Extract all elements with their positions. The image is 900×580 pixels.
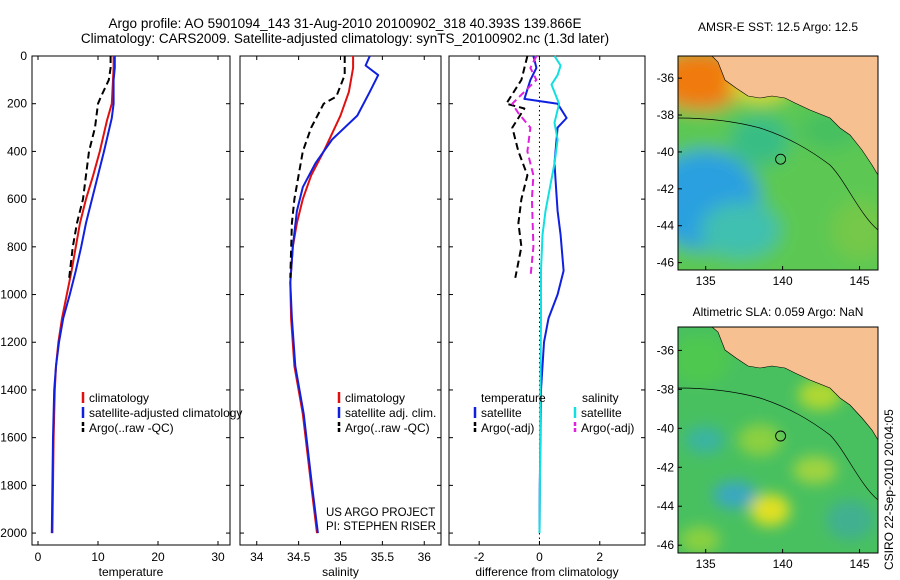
series-line-argo-raw-qc- (68, 56, 112, 278)
y-tick-label: 600 (7, 192, 27, 206)
y-tick-label: 1600 (0, 431, 27, 445)
plot-frame (31, 55, 231, 546)
legend-label: satellite adj. clim. (345, 406, 436, 420)
x-tick-label: 36 (418, 550, 432, 564)
y-tick-label: 1400 (0, 383, 27, 397)
sst-map (678, 56, 878, 270)
legend-heading: temperature (481, 391, 546, 405)
pi-annotation: PI: STEPHEN RISER (326, 521, 436, 533)
x-tick-label: 2 (596, 550, 603, 564)
series-line-satellite (538, 55, 562, 534)
map-y-tick-label: -38 (657, 108, 675, 122)
map-x-tick-label: 135 (696, 274, 716, 288)
y-tick-label: 800 (7, 240, 27, 254)
y-tick-label: 1800 (0, 478, 27, 492)
project-annotation: US ARGO PROJECT (326, 507, 435, 519)
x-tick-label: -2 (474, 550, 485, 564)
x-axis-label: salinity (322, 565, 359, 579)
map-y-tick-label: -40 (657, 421, 675, 435)
map-x-tick-label: 135 (696, 557, 716, 571)
legend-label: satellite-adjusted climatology (89, 406, 242, 420)
map-axes-1: 135 140 145 -36 -38 -40 -42 -44 -46 (657, 71, 870, 288)
map-y-tick-label: -44 (657, 499, 675, 513)
map-y-tick-label: -36 (657, 343, 675, 357)
x-tick-label: 34 (250, 550, 264, 564)
x-tick-label: 35 (334, 550, 348, 564)
x-tick-label: 35.5 (371, 550, 395, 564)
map1-title: AMSR-E SST: 12.5 Argo: 12.5 (698, 20, 858, 34)
legend-label: Argo(-adj) (481, 421, 534, 435)
x-tick-label: 20 (151, 550, 165, 564)
side-timestamp: CSIRO 22-Sep-2010 20:04:05 (882, 409, 896, 570)
series-line-argo-adj- (511, 55, 538, 278)
legend-label: Argo(..raw -QC) (345, 421, 430, 435)
y-tick-label: 400 (7, 144, 27, 158)
x-tick-label: 0 (536, 550, 543, 564)
legend-difference: temperaturesatelliteArgo(-adj)salinitysa… (473, 391, 634, 435)
map-y-tick-label: -40 (657, 145, 675, 159)
x-tick-label: 0 (35, 550, 42, 564)
legend-heading: salinity (582, 391, 619, 405)
y-tick-label: 2000 (0, 526, 27, 540)
x-axis-label: difference from climatology (475, 565, 618, 579)
map-y-tick-label: -46 (657, 256, 675, 270)
series-line-satellite-adj-clim- (289, 55, 380, 534)
x-axis-label: temperature (99, 565, 164, 579)
series-line-satellite-adjusted-climatology (50, 56, 116, 534)
header-line2: Climatology: CARS2009. Satellite-adjuste… (81, 31, 609, 46)
sla-map (678, 327, 878, 553)
map-x-tick-label: 145 (850, 557, 870, 571)
map-y-tick-label: -36 (657, 71, 675, 85)
map-y-tick-label: -46 (657, 538, 675, 552)
plot-frame (239, 55, 442, 546)
argo-position-marker (775, 430, 787, 442)
map-x-tick-label: 140 (773, 274, 793, 288)
x-tick-label: 10 (91, 550, 105, 564)
series-line-argo-raw-qc- (289, 56, 346, 278)
x-tick-label: 30 (211, 550, 225, 564)
y-tick-label: 200 (7, 97, 27, 111)
series-line-argo-adj- (505, 55, 529, 278)
legend-label: Argo(-adj) (581, 421, 634, 435)
map-x-tick-label: 140 (773, 557, 793, 571)
legend-label: Argo(..raw -QC) (89, 421, 174, 435)
header-line1: Argo profile: AO 5901094_143 31-Aug-2010… (109, 16, 582, 31)
map-y-tick-label: -42 (657, 460, 675, 474)
y-tick-label: 1200 (0, 335, 27, 349)
y-tick-label: 0 (20, 49, 27, 63)
map2-title: Altimetric SLA: 0.059 Argo: NaN (693, 305, 864, 319)
profile-panel-1: 0 10 20 30 temperature 0 200 400 600 800 1000 1200 1… (0, 49, 231, 579)
legend-label: satellite (581, 406, 622, 420)
y-tick-label: 1000 (0, 288, 27, 302)
map-axes-2: 135 140 145 -36 -38 -40 -42 -44 -46 (657, 343, 870, 571)
legend-label: satellite (481, 406, 522, 420)
map-y-tick-label: -38 (657, 382, 675, 396)
argo-position-marker (775, 153, 787, 165)
legend-label: climatology (89, 391, 149, 405)
map-y-tick-label: -44 (657, 219, 675, 233)
x-tick-label: 34.5 (287, 550, 311, 564)
map-y-tick-label: -42 (657, 182, 675, 196)
plot-frame (448, 55, 646, 546)
legend-label: climatology (345, 391, 405, 405)
profile-panel-2: 34 34.5 35 35.5 36 salinity (239, 55, 442, 579)
map-x-tick-label: 145 (850, 274, 870, 288)
